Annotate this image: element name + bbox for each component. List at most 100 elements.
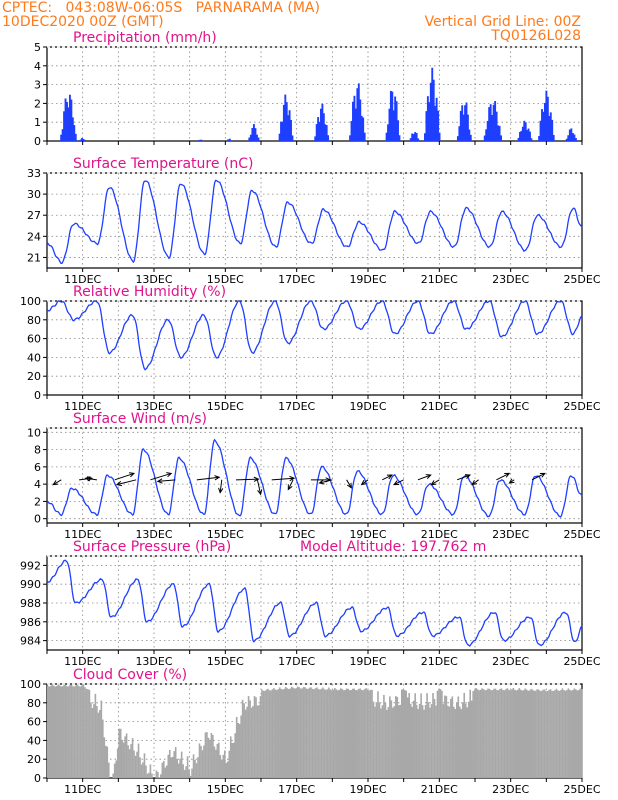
wind-vector-head (287, 484, 293, 491)
precip-bar (409, 138, 412, 141)
cloud-bar (359, 688, 361, 778)
cloud-bar (430, 704, 433, 778)
rh-frame (46, 300, 583, 396)
rh-xtick-label: 15DEC (207, 400, 244, 413)
wind-vector (196, 476, 220, 481)
rh-xtick-label: 17DEC (278, 400, 315, 413)
wind-vector-head (257, 489, 263, 496)
cloud-bar (213, 746, 216, 778)
cloud-bar (296, 686, 299, 778)
precip-bar (468, 129, 471, 141)
cloud-bar (61, 686, 64, 778)
cloud-bar (116, 748, 119, 778)
precip-bar (391, 91, 394, 141)
cloud-bar (148, 772, 150, 778)
cloud-bar (320, 688, 323, 778)
cloud-bar (354, 690, 357, 778)
wind-xtick-label: 13DEC (135, 528, 172, 541)
wind-xtick-label: 23DEC (492, 528, 529, 541)
precip-bar (530, 138, 533, 141)
precip-bar (359, 99, 362, 141)
cloud-bar (292, 687, 295, 778)
wind-vector-head (386, 474, 393, 480)
precip-bar (249, 134, 252, 141)
cloud-bar (121, 739, 123, 778)
precip-bar (412, 134, 415, 141)
cloud-bar (457, 696, 460, 778)
cloud-bar (519, 689, 522, 778)
cloud-bar (398, 705, 400, 778)
wind-ytick-label: 0 (34, 513, 41, 526)
cloud-bar (191, 768, 193, 778)
cloud-bar (107, 762, 110, 778)
temp-title: Surface Temperature (nC) (73, 156, 254, 172)
cloud-bar (204, 732, 207, 778)
pres-title: Surface Pressure (hPa) (73, 539, 231, 555)
cloud-bar (453, 706, 455, 778)
cloud-ytick-label: 60 (27, 716, 41, 729)
cloud-bar (171, 756, 174, 778)
precip-bar (350, 120, 353, 141)
precip-bar (495, 111, 498, 141)
wind-vector-head (393, 480, 400, 486)
cloud-bar (119, 728, 122, 778)
wind-title: Surface Wind (m/s) (73, 411, 207, 427)
cloud-bar (237, 722, 239, 778)
cloud-bar (66, 686, 68, 778)
precip-bar (388, 108, 391, 141)
cloud-bar (405, 690, 408, 778)
wind-vector-head (471, 479, 478, 486)
cloud-bar (472, 691, 474, 778)
cloud-bar (273, 688, 275, 778)
cloud-bar (542, 689, 544, 778)
cloud-bar (467, 701, 470, 778)
cloud-bar (310, 687, 312, 778)
cloud-bar (298, 687, 300, 778)
precip-bar (315, 124, 318, 141)
cloud-bar (329, 689, 332, 778)
precip-bar (538, 136, 541, 141)
cloud-bar (103, 737, 106, 778)
precip-bar (519, 131, 521, 141)
cloud-bar (307, 688, 309, 778)
cloud-xtick-label: 11DEC (64, 783, 101, 796)
rh-ytick-label: 60 (27, 333, 41, 346)
cloud-bar (395, 696, 397, 778)
cloud-bar (573, 688, 576, 778)
cloud-bar (515, 690, 518, 778)
wind-panel: 0 2 4 6 8 10 11DEC 13DEC 15DEC 17DEC 19DEC 21DEC 23D… (27, 411, 601, 541)
cloud-bar (64, 685, 67, 778)
precip-bar (81, 137, 83, 141)
wind-vector-head (360, 479, 367, 486)
cloud-bar (270, 690, 272, 778)
cloud-bar (539, 690, 541, 778)
precip-bar (461, 105, 464, 141)
cloud-bar (125, 733, 128, 778)
cloud-bar (357, 688, 360, 778)
temp-ytick-label: 33 (27, 167, 41, 180)
cloud-bar (380, 708, 382, 778)
cloud-bar (408, 693, 411, 778)
precip-bar (356, 88, 359, 141)
cloud-bar (415, 704, 418, 778)
pres-xtick-label: 11DEC (64, 655, 101, 668)
cloud-bar (267, 688, 269, 778)
precip-bar (251, 127, 254, 141)
cloud-bar (564, 690, 567, 778)
cloud-bar (381, 705, 384, 778)
cloud-bar (482, 689, 485, 778)
cloud-bar (496, 690, 498, 778)
cloud-bar (435, 705, 437, 778)
cloud-bar (505, 689, 507, 778)
cloud-bar (94, 693, 97, 778)
cloud-bar (87, 689, 89, 778)
precip-bar (565, 138, 568, 141)
cloud-bar (402, 688, 405, 778)
cloud-xtick-label: 13DEC (135, 783, 172, 796)
cloud-bar (55, 686, 58, 778)
precip-title: Precipitation (mm/h) (73, 30, 217, 46)
cloud-bar (502, 689, 504, 778)
precip-bar (360, 115, 363, 141)
cloud-bar (570, 690, 573, 778)
precip-bar (498, 125, 501, 141)
